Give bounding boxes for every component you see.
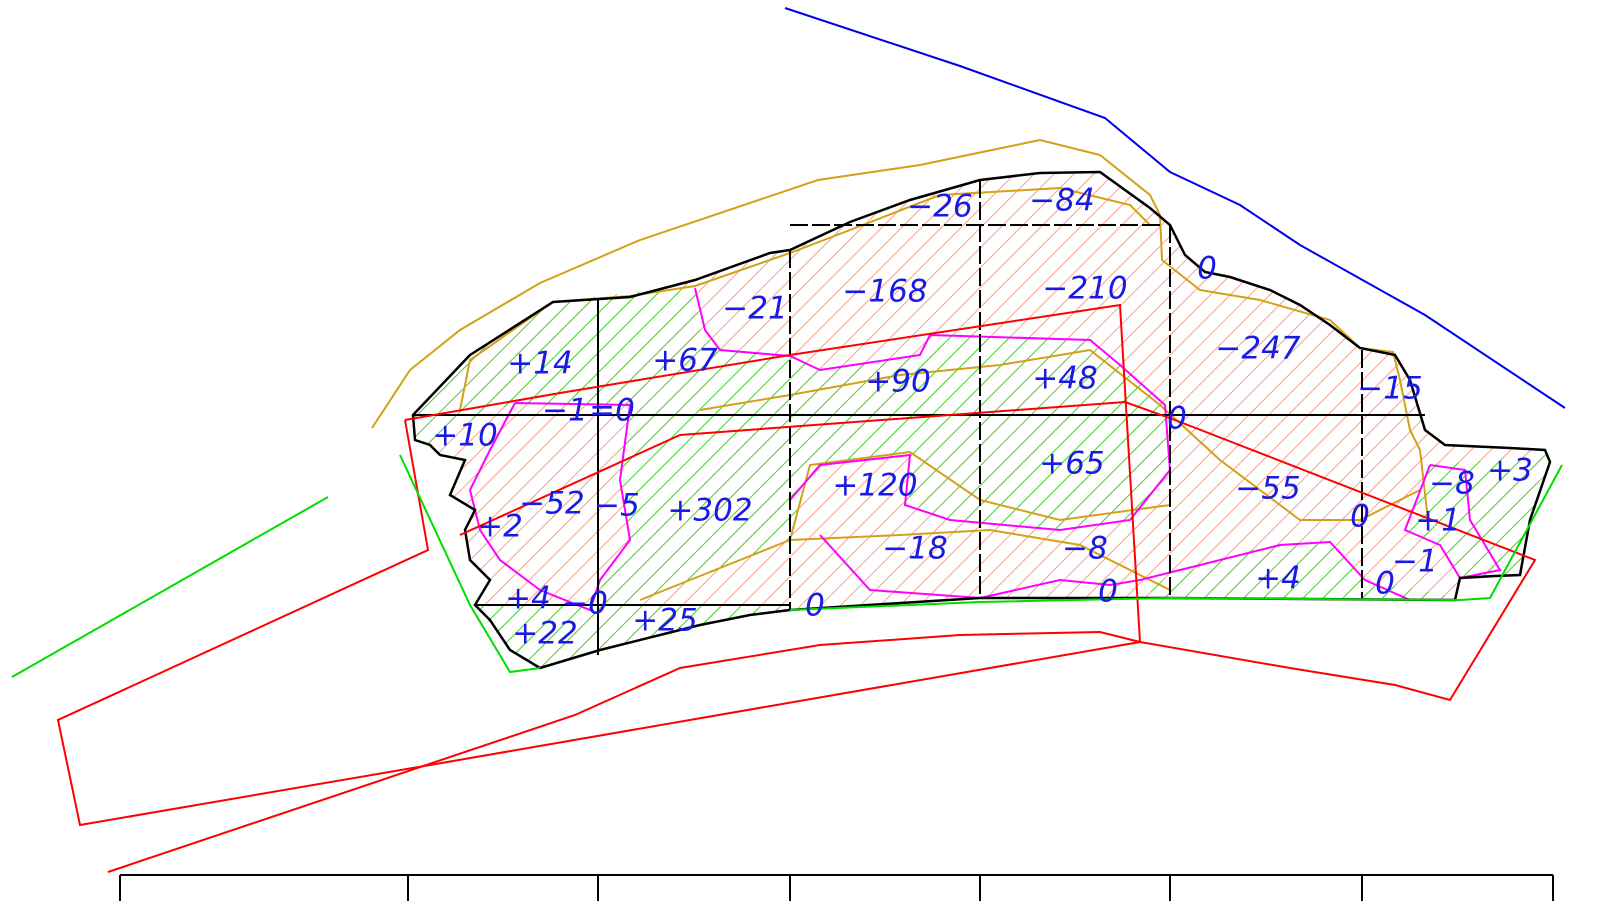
volume-label: −26 (907, 189, 972, 225)
table-dividers (120, 875, 1553, 901)
volume-label: 0 (1167, 401, 1187, 437)
volume-label: −52 (519, 486, 584, 522)
volume-label: +22 (512, 616, 577, 652)
volume-label: −5 (594, 488, 640, 524)
volume-label: 0 (1098, 574, 1118, 610)
volume-label: +10 (432, 418, 497, 454)
volume-label: +1 (1415, 503, 1461, 539)
volume-label: +4 (1255, 561, 1301, 597)
volume-label: −210 (1042, 271, 1127, 307)
volume-label: −8 (1062, 531, 1108, 567)
volume-label: 0 (1350, 499, 1370, 535)
volume-label: +2 (477, 509, 523, 545)
volume-label: +14 (507, 346, 572, 382)
volume-label: +90 (865, 364, 930, 400)
volume-label: +48 (1032, 361, 1097, 397)
drawing: −26 −84 0 −21 −168 −210 −247 +14 +67 +90… (0, 0, 1613, 901)
volume-label: 0 (1375, 566, 1395, 602)
volume-label: −84 (1029, 183, 1094, 219)
volume-label: +3 (1487, 453, 1533, 489)
volume-label: +120 (832, 468, 917, 504)
volume-label: +67 (652, 343, 718, 379)
volume-label: −21 (722, 291, 787, 327)
volume-label: −15 (1357, 371, 1422, 407)
volume-label: +65 (1039, 446, 1104, 482)
volume-label: +25 (632, 603, 697, 639)
volume-label: −1 (542, 393, 588, 429)
volume-label: +4 (505, 581, 551, 617)
volume-label: −1 (1392, 544, 1438, 580)
volume-label: −168 (842, 274, 927, 310)
volume-label: −18 (882, 531, 947, 567)
volume-label: 0 (1197, 251, 1217, 287)
volume-label: −55 (1235, 471, 1300, 507)
volume-label: =0 (589, 393, 635, 429)
volume-label: 0 (805, 588, 825, 624)
volume-label: −8 (1429, 466, 1475, 502)
volume-label: −247 (1215, 331, 1300, 367)
volume-label: +302 (667, 493, 752, 529)
